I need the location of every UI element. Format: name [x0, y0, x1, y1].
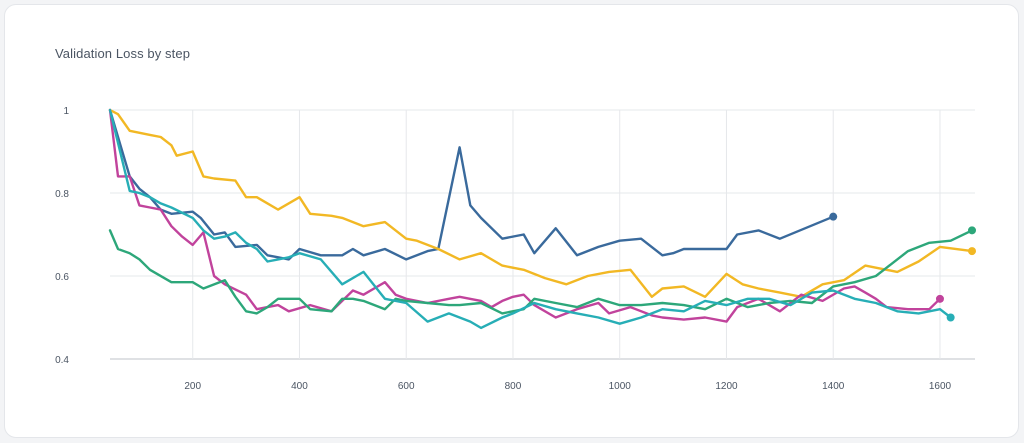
x-tick-label: 400: [291, 381, 308, 392]
x-tick-label: 600: [398, 381, 415, 392]
y-tick-label: 1: [63, 106, 69, 117]
series-line-3: [108, 108, 942, 323]
y-tick-label: 0.4: [55, 355, 69, 366]
chart-card: Validation Loss by step: [4, 4, 1019, 438]
x-tick-label: 1400: [822, 381, 845, 392]
series-end-point-2[interactable]: [968, 247, 976, 256]
series-line-1: [108, 108, 835, 261]
series-line-5: [108, 108, 952, 330]
series-lines: [108, 108, 976, 330]
x-tick-label: 800: [505, 381, 522, 392]
y-tick-labels: 0.4 0.6 0.8 1: [55, 106, 69, 366]
y-tick-label: 0.8: [55, 189, 69, 200]
y-tick-label: 0.6: [55, 272, 69, 283]
gridlines: [110, 109, 975, 360]
series-end-point-3[interactable]: [935, 294, 944, 303]
chart-title: Validation Loss by step: [55, 46, 191, 61]
x-tick-labels: 200 400 600 800 1000 1200 1400 1600: [184, 381, 951, 392]
series-end-point-4[interactable]: [968, 226, 976, 235]
x-tick-label: 1000: [609, 381, 632, 392]
series-line-2: [108, 108, 974, 298]
series-line-4: [108, 229, 974, 315]
x-tick-label: 1200: [715, 381, 738, 392]
x-tick-label: 1600: [929, 381, 952, 392]
x-tick-label: 200: [184, 381, 201, 392]
series-end-point-1[interactable]: [829, 212, 838, 221]
series-end-point-5[interactable]: [946, 313, 955, 322]
